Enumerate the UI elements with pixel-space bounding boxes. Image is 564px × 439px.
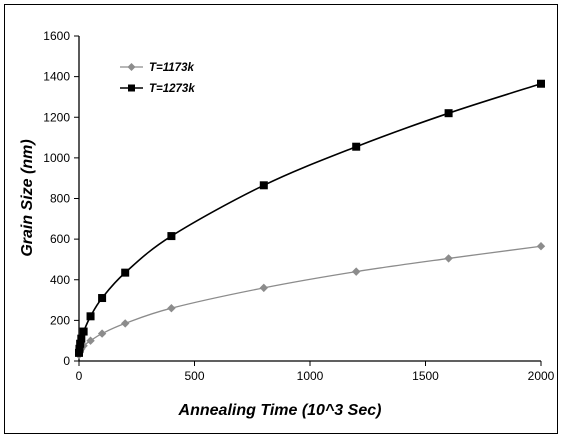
data-point [121, 268, 130, 277]
y-tick-label: 400 [50, 273, 70, 287]
legend-marker [128, 84, 135, 92]
x-tick-label: 500 [184, 369, 204, 383]
data-point [98, 294, 107, 303]
series-line [78, 245, 542, 356]
legend: T=1173k T=1273k [120, 62, 195, 95]
y-tick-label: 1400 [43, 70, 70, 84]
legend-label: T=1173k [149, 62, 194, 74]
series-2 [75, 79, 545, 357]
data-point [537, 79, 545, 88]
data-point [167, 303, 176, 313]
data-point [97, 329, 107, 338]
y-axis-title: Grain Size (nm) [19, 139, 36, 256]
series-1 [74, 242, 546, 360]
data-point [259, 181, 268, 190]
data-point [79, 327, 88, 336]
data-point [121, 319, 130, 328]
series-line [78, 82, 542, 353]
data-point [444, 109, 453, 118]
data-point [76, 339, 85, 348]
axes: 0 200 400 600 800 1000 1200 1400 1600 0 500 1000 150… [43, 29, 554, 383]
y-tick-label: 0 [63, 354, 70, 368]
data-point [77, 334, 86, 343]
data-point [75, 348, 83, 357]
data-point [444, 254, 453, 263]
data-point [536, 242, 546, 251]
data-point [75, 344, 84, 353]
x-tick-label: 2000 [528, 369, 555, 383]
x-axis-title: Annealing Time (10^3 Sec) [178, 402, 382, 419]
y-tick-label: 800 [50, 192, 70, 206]
y-tick-label: 1200 [43, 110, 70, 124]
data-point [86, 312, 95, 321]
x-tick-label: 0 [76, 369, 83, 383]
series-layer [74, 79, 546, 360]
data-point [352, 267, 361, 276]
data-point [259, 283, 268, 293]
y-tick-label: 600 [50, 232, 70, 246]
legend-label: T=1273k [149, 83, 195, 95]
y-tick-label: 1000 [43, 151, 70, 165]
data-point [167, 232, 176, 241]
y-tick-label: 200 [50, 313, 70, 327]
data-point [352, 142, 361, 151]
data-point [86, 336, 95, 345]
y-tick-label: 1600 [43, 29, 70, 43]
chart-frame [4, 4, 558, 434]
x-tick-label: 1000 [297, 369, 324, 383]
legend-marker [127, 63, 136, 71]
x-tick-label: 1500 [412, 369, 439, 383]
